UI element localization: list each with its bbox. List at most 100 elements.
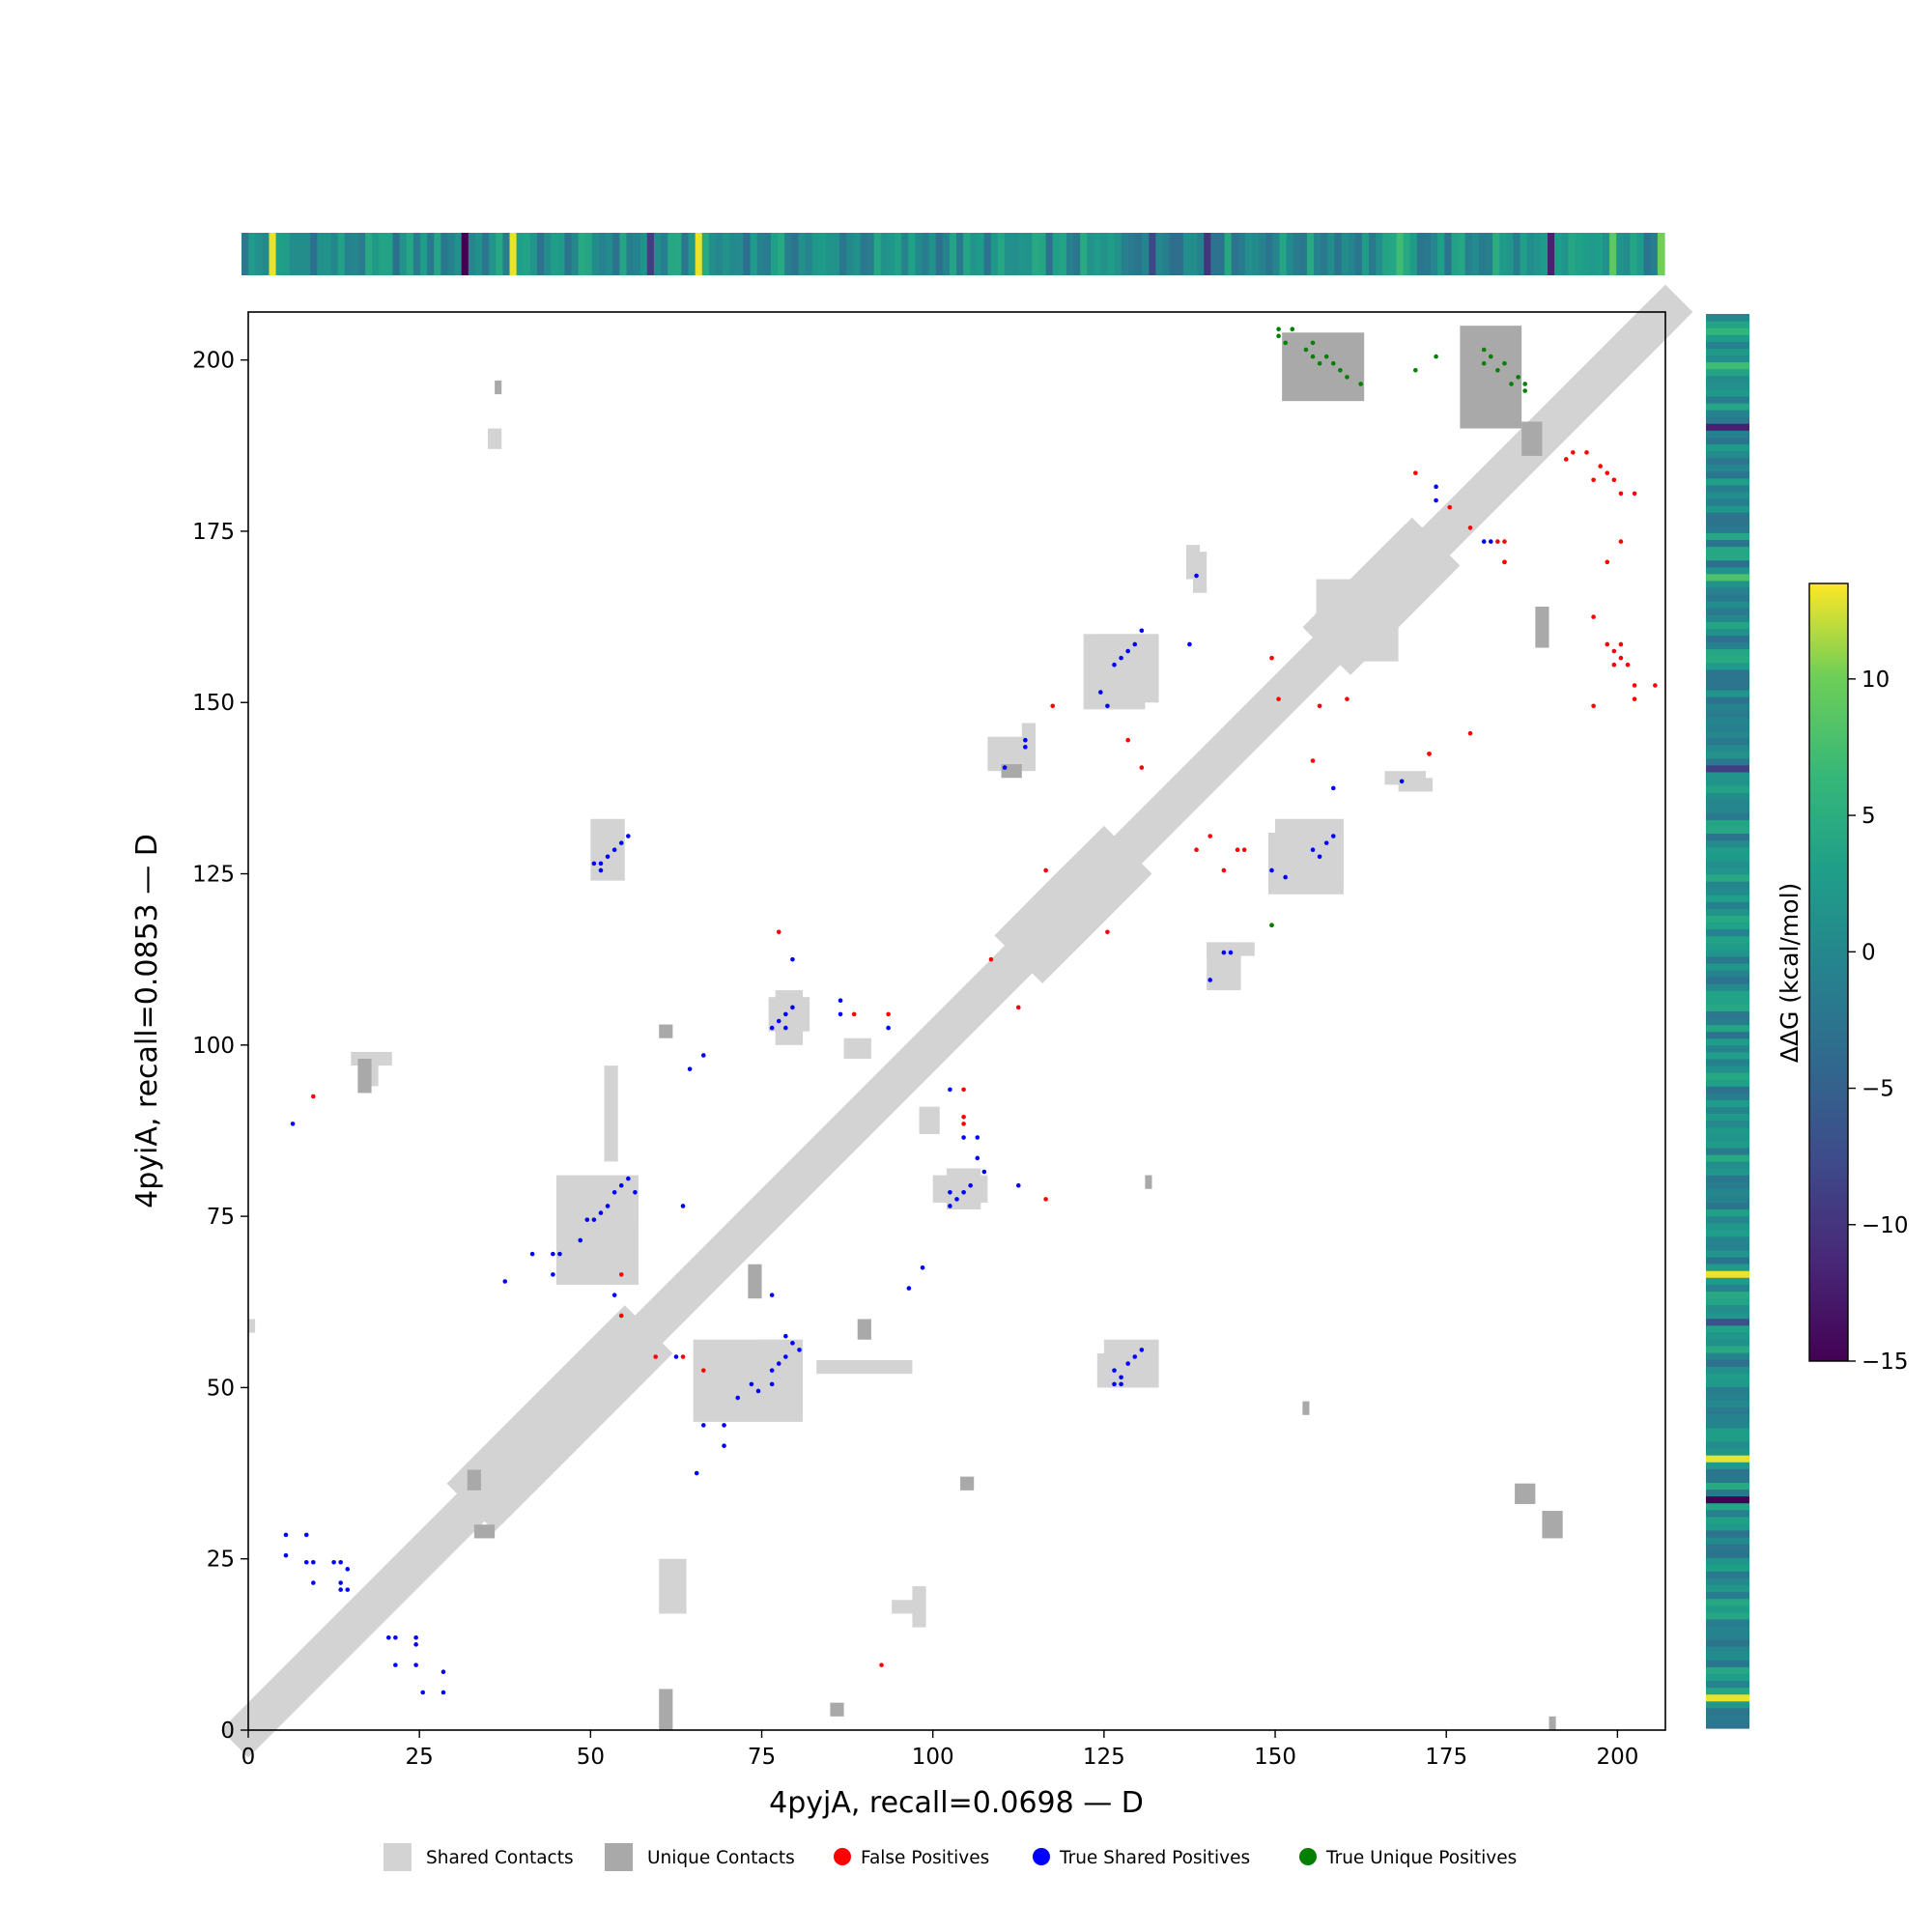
ddg-side-cell [1706, 1366, 1749, 1374]
ddg-top-cell [399, 233, 408, 275]
true-shared-positive-point [1208, 978, 1213, 982]
true-unique-positive-point [1310, 340, 1316, 346]
ddg-side-cell [1706, 1140, 1749, 1149]
ddg-side-cell [1706, 1277, 1749, 1285]
ddg-side-cell [1706, 628, 1749, 637]
true-unique-positive-point [1303, 347, 1309, 353]
ddg-top-cell [1361, 233, 1370, 275]
ddg-side-cell [1706, 1051, 1749, 1060]
ddg-top-cell [242, 233, 249, 275]
ddg-top-cell [420, 233, 428, 275]
true-unique-positive-point [1358, 382, 1363, 386]
true-unique-positive-point [1310, 354, 1316, 359]
ddg-top-cell [873, 233, 882, 275]
ddg-top-cell [509, 233, 518, 275]
false-positive-point [311, 1094, 316, 1099]
true-shared-positive-point [1125, 648, 1130, 654]
false-positive-point [680, 1354, 686, 1359]
ddg-side-cell [1706, 833, 1749, 841]
ddg-side-cell [1706, 655, 1749, 664]
ddg-side-cell [1706, 1257, 1749, 1264]
ddg-side-cell [1706, 437, 1749, 444]
ddg-top-cell [970, 233, 979, 275]
shared-contact-block [1185, 545, 1201, 580]
true-unique-positive-point [1434, 354, 1438, 359]
false-positive-point [618, 1272, 624, 1277]
ddg-top-cell [262, 233, 270, 275]
false-positive-point [1317, 703, 1322, 709]
ddg-side-cell [1706, 1311, 1749, 1320]
ddg-side-cell [1706, 1065, 1749, 1073]
shared-contact-block [1316, 579, 1365, 635]
legend-swatch [605, 1843, 633, 1871]
unique-contact-block [960, 1476, 975, 1491]
ddg-top-cell [716, 233, 724, 275]
ddg-top-cell [1025, 233, 1033, 275]
ddg-top-cell [496, 233, 504, 275]
ddg-side-cell [1706, 1031, 1749, 1039]
ddg-top-cell [468, 233, 476, 275]
y-tick-label: 50 [207, 1376, 235, 1401]
true-shared-positive-point [961, 1189, 966, 1195]
ddg-side-cell [1706, 682, 1749, 691]
ddg-top-cell [571, 233, 580, 275]
ddg-top-cell [633, 233, 641, 275]
shared-contact-block [659, 1558, 687, 1614]
false-positive-point [1591, 614, 1596, 619]
ddg-top-cell [778, 233, 785, 275]
y-tick-label: 200 [192, 349, 235, 374]
false-positive-point [1632, 491, 1637, 497]
ddg-top-cell [1306, 233, 1315, 275]
true-shared-positive-point [700, 1423, 706, 1428]
true-shared-positive-point [283, 1532, 289, 1538]
ddg-top-cell [895, 233, 902, 275]
ddg-top-cell [1087, 233, 1094, 275]
ddg-top-cell [330, 233, 339, 275]
unique-contact-block [1282, 332, 1365, 402]
ddg-top-cell [1197, 233, 1205, 275]
ddg-top-cell [1396, 233, 1405, 275]
shared-contact-block [912, 1586, 926, 1628]
true-unique-positive-point [1283, 340, 1288, 346]
ddg-side-cell [1706, 1037, 1749, 1046]
ddg-top-cell [1114, 233, 1122, 275]
ddg-side-cell [1706, 935, 1749, 944]
false-positive-point [1221, 867, 1227, 873]
legend-label: True Shared Positives [1059, 1848, 1250, 1868]
y-tick-label: 125 [192, 863, 235, 888]
true-shared-positive-point [551, 1251, 555, 1257]
ddg-side-cell [1706, 1413, 1749, 1422]
ddg-top-cell [1094, 233, 1102, 275]
ddg-top-cell [942, 233, 951, 275]
ddg-top-cell [1533, 233, 1542, 275]
true-shared-positive-point [303, 1559, 309, 1565]
ddg-top-cell [750, 233, 758, 275]
ddg-side-cell [1706, 771, 1749, 780]
true-unique-positive-point [1276, 327, 1281, 332]
ddg-side-cell [1706, 1133, 1749, 1142]
ddg-side-cell [1706, 430, 1749, 438]
false-positive-point [776, 929, 781, 935]
ddg-top-cell [1636, 233, 1645, 275]
ddg-top-cell [544, 233, 552, 275]
ddg-side-cell [1706, 1544, 1749, 1551]
ddg-side-cell [1706, 368, 1749, 377]
true-shared-positive-point [1310, 847, 1316, 853]
ddg-top-cell [1341, 233, 1350, 275]
ddg-side-cell [1706, 1522, 1749, 1531]
ddg-top-cell [928, 233, 937, 275]
true-shared-positive-point [948, 1087, 952, 1093]
ddg-side-cell [1706, 641, 1749, 650]
ddg-top-cell [1107, 233, 1116, 275]
ddg-top-cell [516, 233, 525, 275]
true-unique-positive-point [1323, 354, 1329, 359]
true-shared-positive-point [413, 1642, 418, 1647]
false-positive-point [1269, 655, 1274, 661]
false-positive-point [1502, 559, 1507, 565]
ddg-top-cell [1616, 233, 1624, 275]
colorbar-tick-label: −5 [1861, 1077, 1894, 1102]
false-positive-point [1043, 1197, 1048, 1202]
ddg-side-cell [1706, 1550, 1749, 1558]
true-unique-positive-point [1488, 354, 1493, 359]
true-unique-positive-point [1516, 375, 1520, 380]
